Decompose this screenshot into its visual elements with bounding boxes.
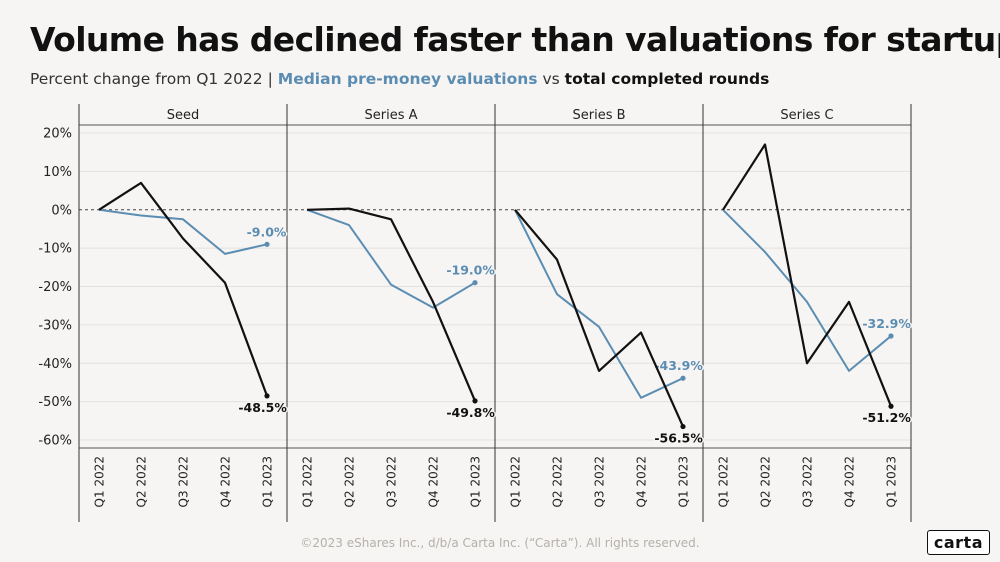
valuations-end-label: -19.0%	[446, 263, 495, 278]
subtitle-separator: |	[267, 70, 273, 88]
x-tick-label: Q1 2022	[301, 456, 315, 507]
y-tick-label: -40%	[38, 357, 72, 372]
x-tick-label: Q1 2022	[717, 456, 731, 507]
rounds-line	[306, 207, 477, 402]
x-tick-label: Q4 2022	[843, 456, 857, 507]
rounds-end-label: -48.5%	[238, 400, 287, 415]
valuations-end-point	[264, 241, 270, 247]
rounds-line	[722, 143, 893, 407]
panel-title: Series B	[572, 108, 625, 123]
rounds-end-point	[888, 403, 894, 409]
legend-rounds: total completed rounds	[564, 70, 770, 88]
chart-title: Volume has declined faster than valuatio…	[30, 20, 1000, 59]
valuations-end-label: -9.0%	[247, 224, 287, 239]
rounds-line	[98, 181, 269, 397]
x-tick-label: Q1 2023	[261, 456, 275, 507]
x-tick-label: Q1 2022	[509, 456, 523, 507]
subtitle-prefix: Percent change from Q1 2022	[30, 70, 263, 88]
x-tick-label: Q3 2022	[593, 456, 607, 507]
x-tick-label: Q2 2022	[343, 456, 357, 507]
y-tick-label: -20%	[38, 280, 72, 295]
carta-logo: carta	[926, 530, 990, 555]
valuations-end-point	[680, 375, 686, 381]
panel-title: Series A	[364, 108, 417, 123]
legend-valuations: Median pre-money valuations	[277, 70, 538, 88]
valuations-end-point	[472, 280, 478, 286]
x-tick-label: Q3 2022	[177, 456, 191, 507]
y-tick-label: -60%	[38, 434, 72, 449]
rounds-end-point	[472, 398, 478, 404]
y-tick-label: 20%	[43, 127, 72, 142]
x-tick-label: Q3 2022	[801, 456, 815, 507]
x-tick-label: Q3 2022	[385, 456, 399, 507]
x-tick-label: Q4 2022	[635, 456, 649, 507]
rounds-end-point	[264, 393, 270, 399]
x-tick-label: Q1 2023	[885, 456, 899, 507]
x-tick-label: Q2 2022	[759, 456, 773, 507]
copyright-footer: ©2023 eShares Inc., d/b/a Carta Inc. (“C…	[300, 536, 700, 550]
x-tick-label: Q4 2022	[427, 456, 441, 507]
y-tick-label: -10%	[38, 242, 72, 257]
x-tick-label: Q4 2022	[219, 456, 233, 507]
x-tick-label: Q1 2022	[93, 456, 107, 507]
valuations-line	[722, 209, 892, 372]
panel-title: Series C	[780, 108, 833, 123]
valuations-end-point	[888, 333, 894, 339]
rounds-end-point	[680, 423, 686, 430]
y-tick-label: -30%	[38, 318, 72, 333]
panel-title: Seed	[167, 108, 200, 123]
y-tick-label: -50%	[38, 395, 72, 410]
x-tick-label: Q1 2023	[469, 456, 483, 507]
chart-subtitle: Percent change from Q1 2022 | Median pre…	[30, 70, 769, 88]
valuations-line	[98, 208, 268, 255]
x-tick-label: Q2 2022	[551, 456, 565, 507]
y-tick-label: 10%	[43, 165, 72, 180]
rounds-end-label: -56.5%	[654, 431, 703, 446]
subtitle-vs: vs	[542, 70, 560, 88]
rounds-line	[514, 209, 685, 428]
valuations-end-label: -32.9%	[862, 316, 911, 331]
rounds-end-label: -51.2%	[862, 410, 911, 425]
x-tick-label: Q1 2023	[677, 456, 691, 507]
valuations-line	[306, 208, 476, 309]
valuations-end-label: -43.9%	[654, 358, 703, 373]
valuations-line	[514, 209, 684, 399]
x-tick-label: Q2 2022	[135, 456, 149, 507]
rounds-end-label: -49.8%	[446, 405, 495, 420]
y-tick-label: 0%	[51, 203, 72, 218]
